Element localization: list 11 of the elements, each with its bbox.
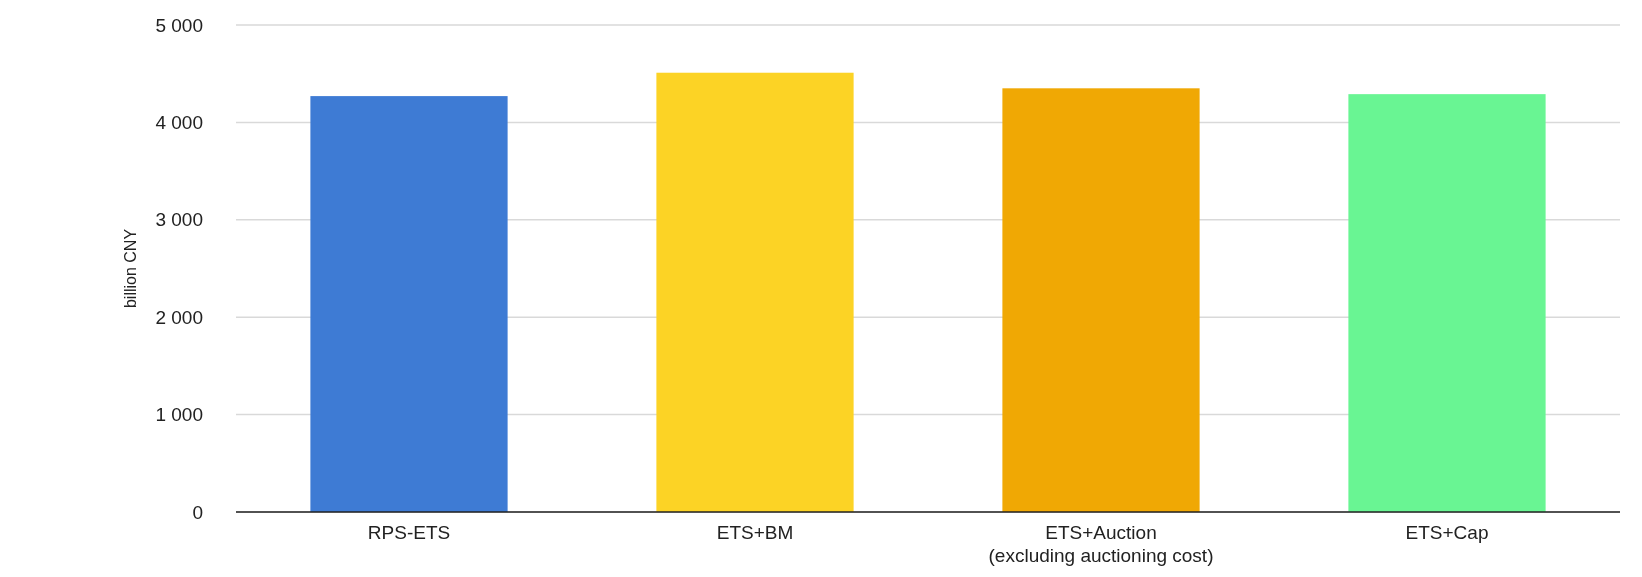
y-tick-label: 0 bbox=[192, 501, 203, 523]
y-tick-label: 1 000 bbox=[155, 404, 203, 426]
y-tick-label: 3 000 bbox=[155, 209, 203, 231]
y-axis-title: billion CNY bbox=[122, 228, 139, 309]
x-tick-label: RPS-ETS bbox=[367, 522, 451, 543]
y-tick-label: 5 000 bbox=[155, 14, 203, 36]
x-tick-label: ETS+Cap bbox=[1405, 522, 1489, 543]
y-tick-label: 2 000 bbox=[155, 306, 203, 328]
x-tick-label: ETS+Auction (excluding auctioning cost) bbox=[988, 522, 1214, 566]
x-tick-label: ETS+BM bbox=[716, 522, 794, 543]
y-tick-label: 4 000 bbox=[155, 112, 203, 134]
